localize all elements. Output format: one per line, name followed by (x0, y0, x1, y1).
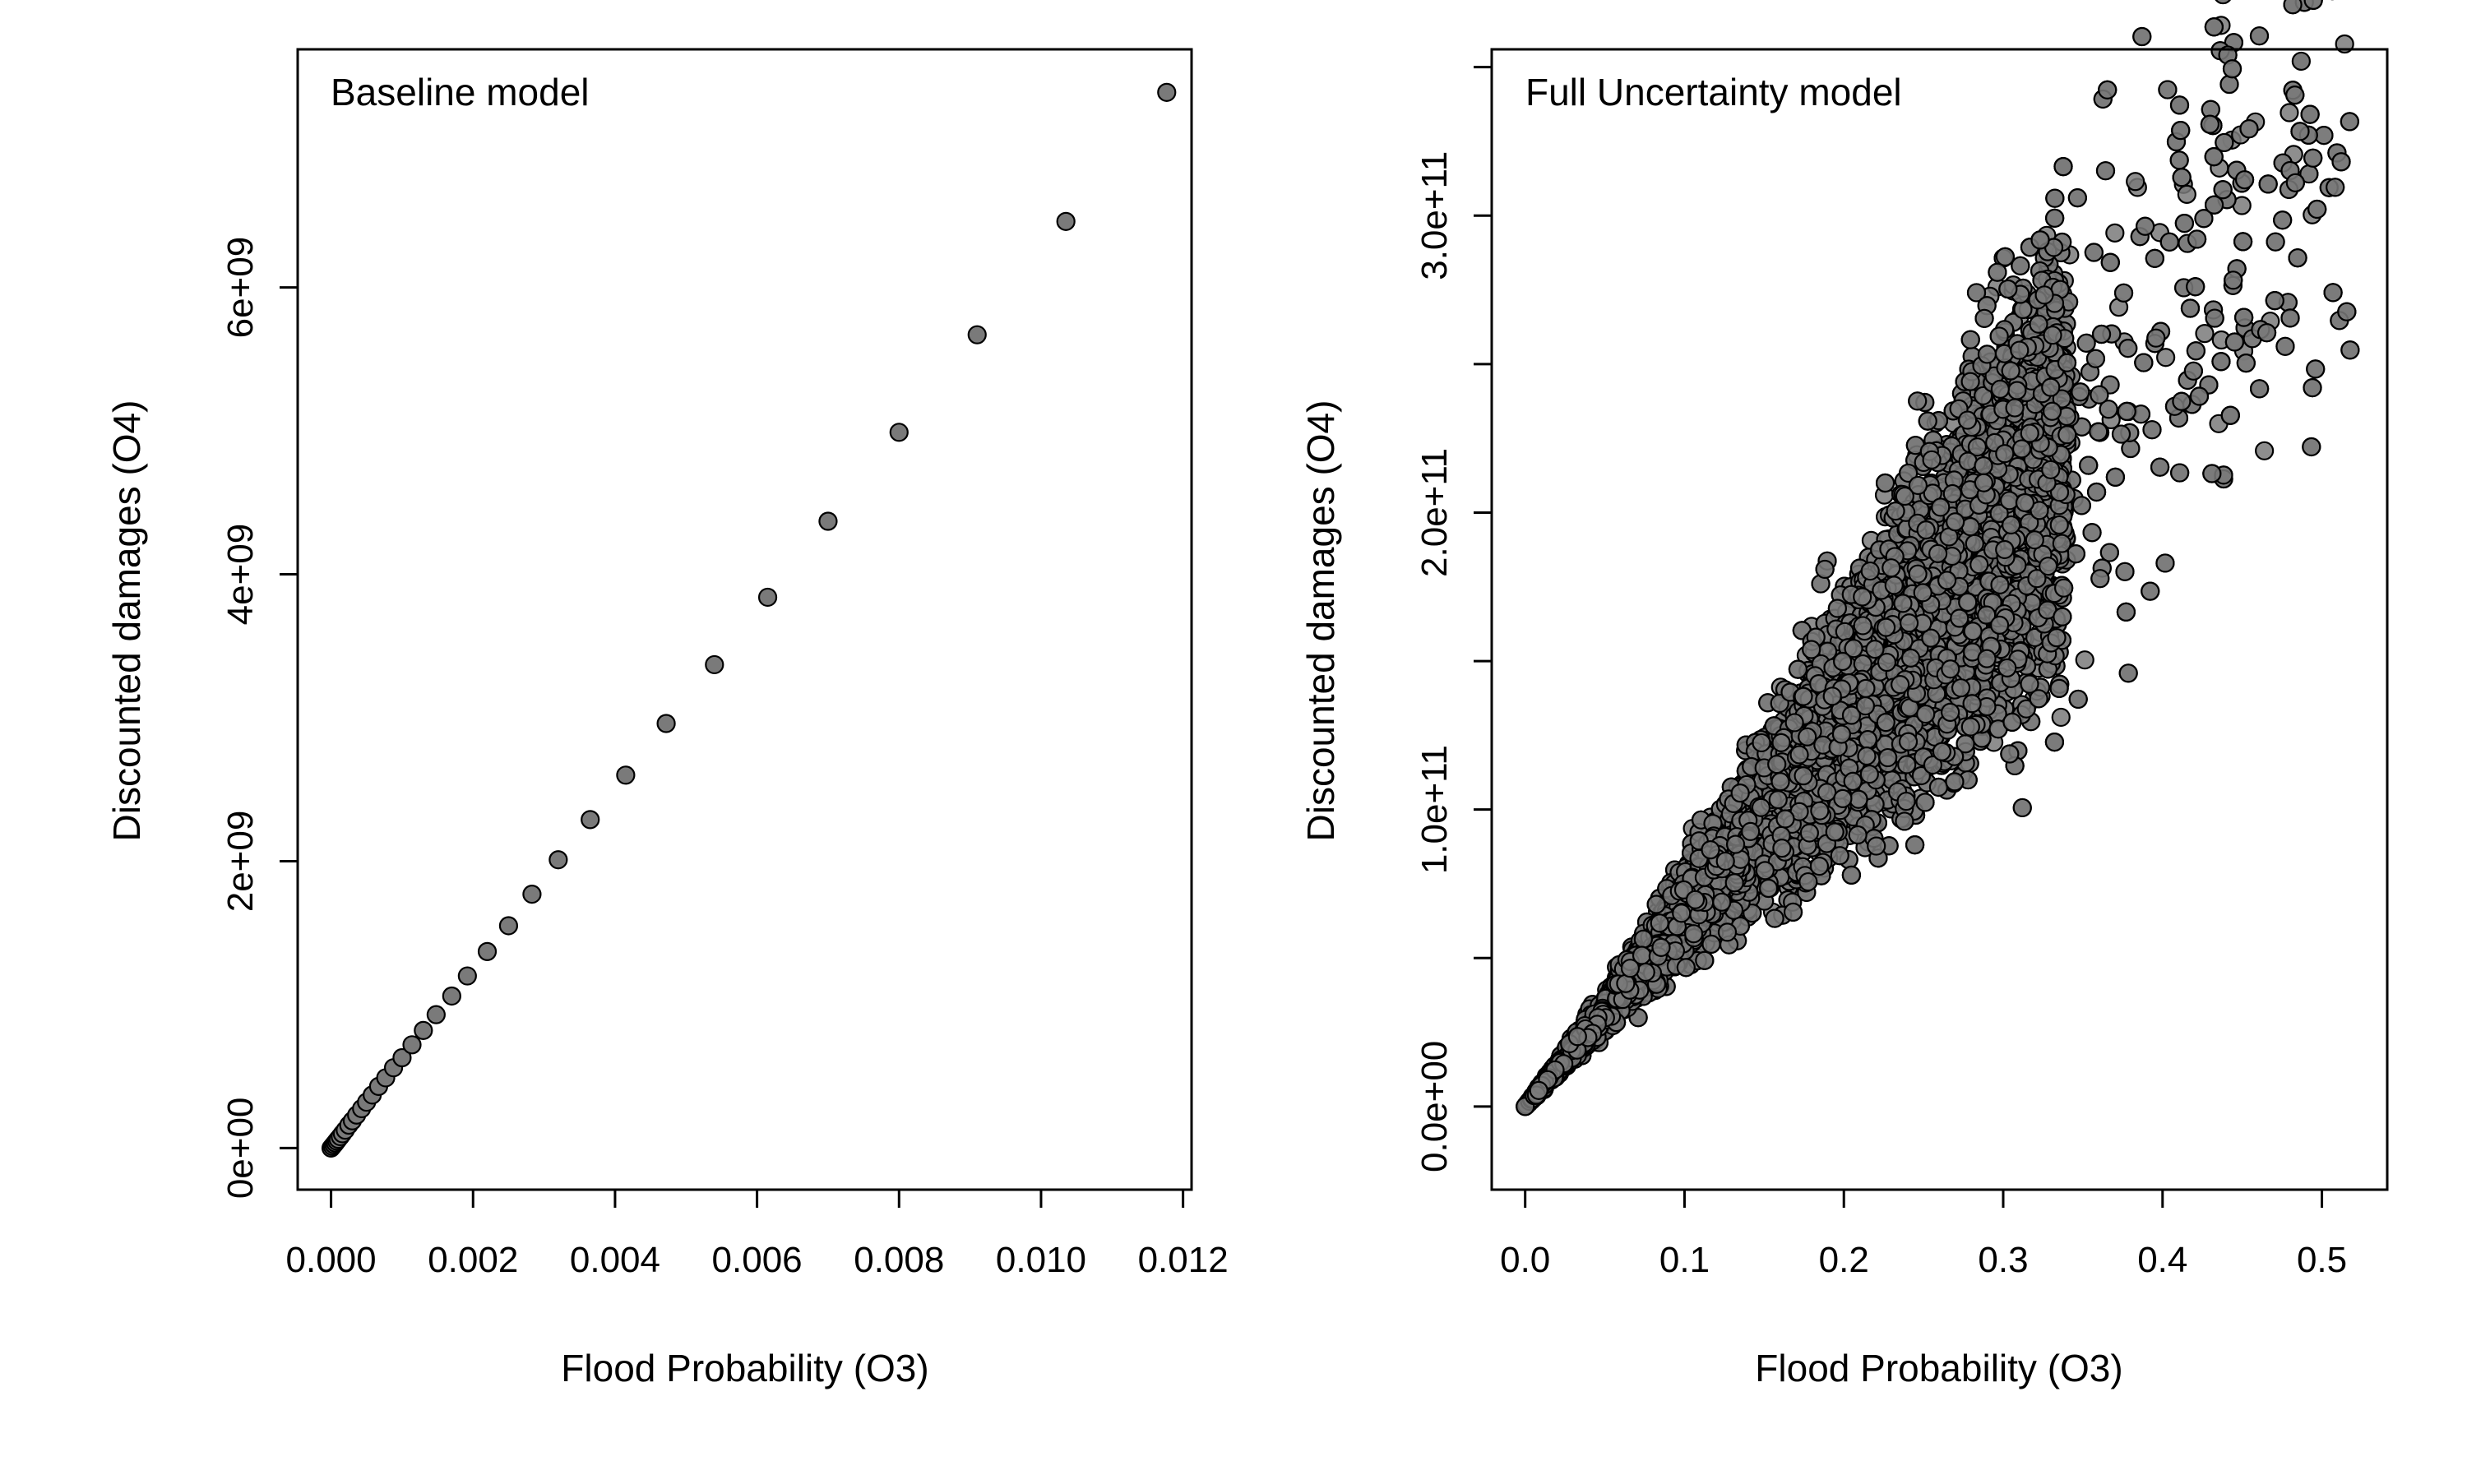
y-tick-label: 0e+00 (220, 1098, 261, 1200)
x-tick-label: 0.002 (428, 1240, 518, 1280)
data-point (549, 851, 567, 868)
data-point (443, 987, 461, 1005)
data-point (891, 423, 908, 441)
data-point (2256, 442, 2273, 460)
y-tick-label: 2e+09 (220, 811, 261, 913)
data-point (2076, 651, 2094, 668)
x-tick-label: 0.008 (854, 1240, 944, 1280)
baseline-panel-label: Baseline model (331, 71, 590, 113)
data-point (459, 968, 476, 985)
data-point (819, 512, 836, 529)
data-point (2053, 709, 2070, 726)
x-tick-label: 0.004 (570, 1240, 660, 1280)
y-tick-label: 4e+09 (220, 524, 261, 626)
baseline-y-axis-title: Discounted damages (O4) (105, 400, 148, 842)
x-tick-label: 0.010 (996, 1240, 1086, 1280)
y-tick-label: 6e+09 (220, 237, 261, 339)
data-point (2196, 325, 2214, 342)
data-point (414, 1022, 432, 1039)
data-point (2280, 104, 2298, 121)
data-point (706, 656, 723, 673)
x-tick-label: 0.000 (286, 1240, 377, 1280)
data-point (500, 917, 517, 934)
data-point (2178, 186, 2196, 203)
data-point (658, 714, 675, 732)
data-point (581, 811, 599, 828)
data-point (523, 885, 540, 903)
x-tick-label: 0.006 (712, 1240, 803, 1280)
data-point (759, 589, 776, 606)
data-point (969, 326, 986, 344)
data-point (404, 1036, 421, 1053)
x-tick-label: 0.012 (1138, 1240, 1229, 1280)
data-point (1058, 213, 1075, 230)
data-point (428, 1006, 445, 1024)
data-point (2106, 224, 2123, 242)
baseline-x-axis-title: Flood Probability (O3) (561, 1347, 928, 1389)
data-point (2127, 173, 2144, 190)
data-point (1158, 84, 1175, 101)
data-point (479, 943, 496, 960)
data-point (617, 766, 634, 784)
